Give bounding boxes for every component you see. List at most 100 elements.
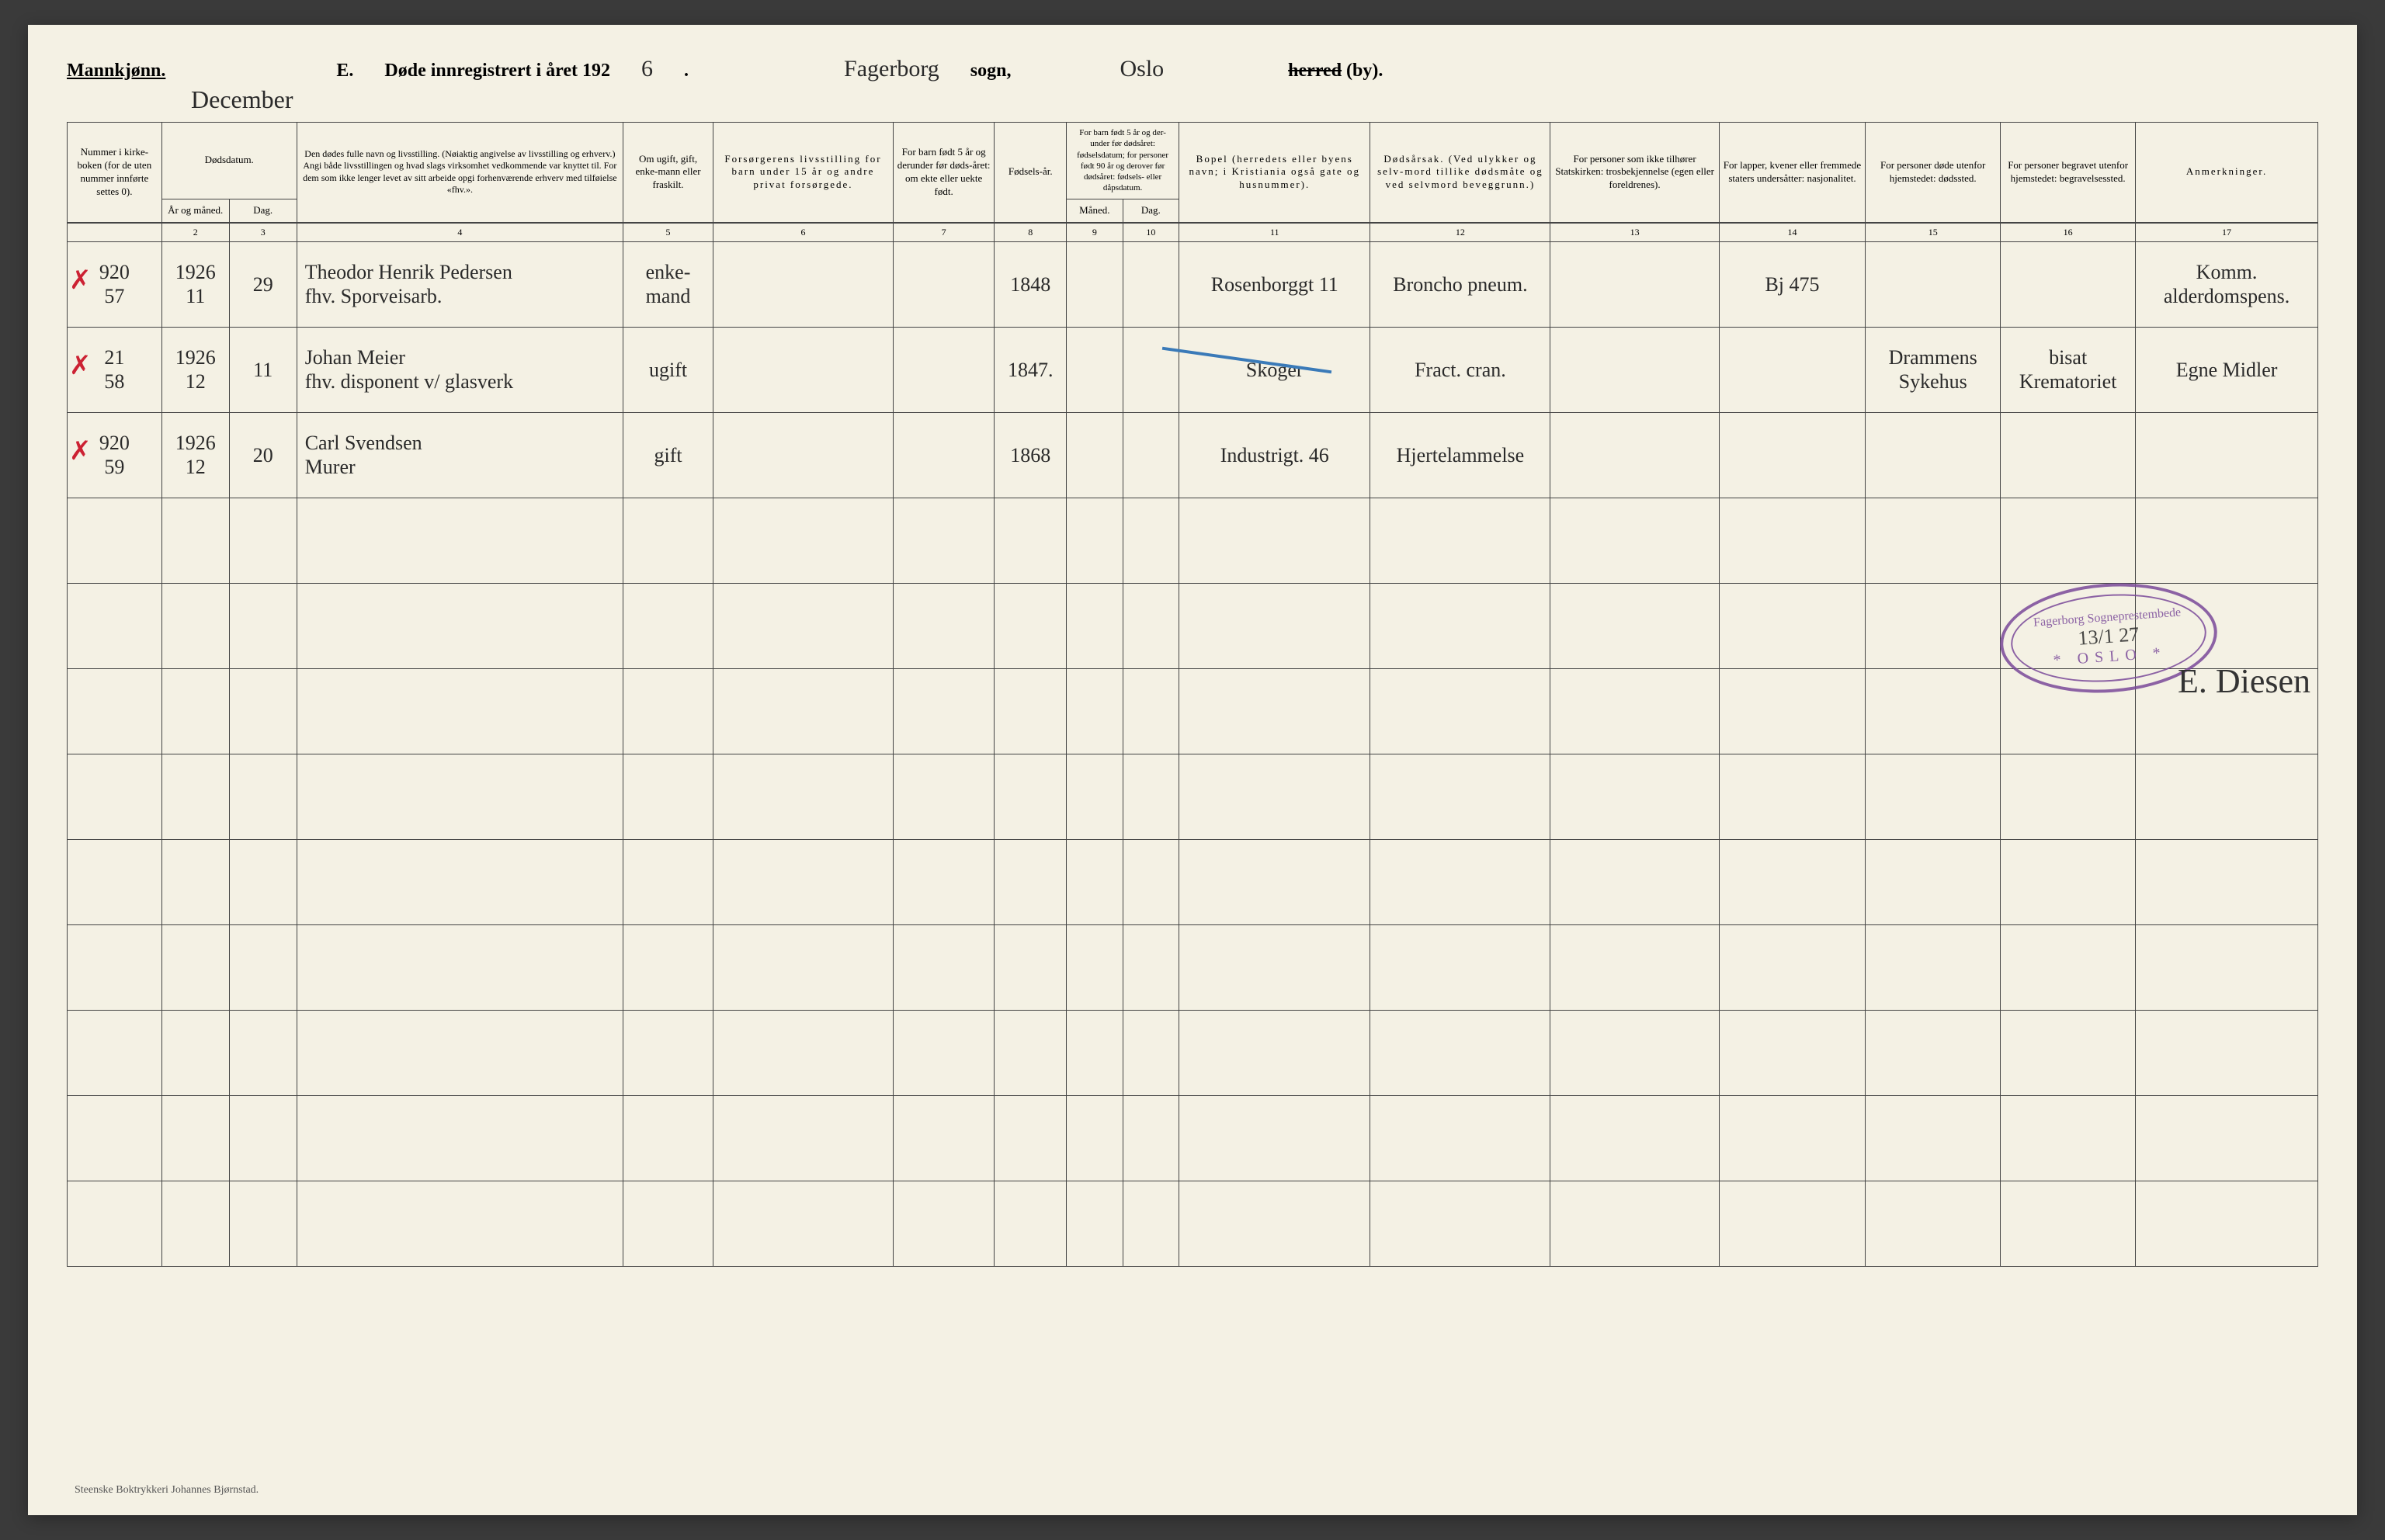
empty-cell — [297, 498, 623, 583]
printer-footer: Steenske Boktrykkeri Johannes Bjørnstad. — [75, 1484, 259, 1497]
empty-cell — [1370, 924, 1550, 1010]
empty-cell — [893, 1010, 994, 1095]
col-header: For personer som ikke tilhører Statskirk… — [1550, 123, 1719, 223]
col-header: Dødsdatum. — [161, 123, 297, 199]
empty-cell — [1370, 668, 1550, 754]
empty-cell — [1719, 583, 1865, 668]
empty-cell — [2001, 668, 2136, 754]
column-number — [68, 223, 162, 242]
empty-cell — [297, 1181, 623, 1266]
empty-cell — [995, 839, 1067, 924]
empty-cell — [995, 1181, 1067, 1266]
empty-cell — [2136, 754, 2318, 839]
cell-cause: Broncho pneum. — [1370, 241, 1550, 327]
empty-cell — [1370, 498, 1550, 583]
empty-cell — [995, 668, 1067, 754]
cell-creed — [1550, 412, 1719, 498]
page-header: Mannkjønn. E. Døde innregistrert i året … — [67, 56, 2318, 88]
empty-cell — [297, 924, 623, 1010]
empty-cell — [623, 839, 713, 924]
empty-cell — [1719, 754, 1865, 839]
cell-provider — [713, 412, 894, 498]
cell-day: 11 — [229, 327, 297, 412]
empty-cell — [1067, 583, 1123, 668]
column-number: 9 — [1067, 223, 1123, 242]
empty-cell — [297, 583, 623, 668]
col-header: Bopel (herredets eller byens navn; i Kri… — [1179, 123, 1370, 223]
empty-cell — [713, 839, 894, 924]
title-prefix: E. — [336, 61, 353, 82]
empty-cell — [1370, 1010, 1550, 1095]
empty-cell — [1123, 924, 1179, 1010]
empty-cell — [68, 498, 162, 583]
empty-cell — [1866, 668, 2001, 754]
empty-cell — [1123, 668, 1179, 754]
cell-birth_year: 1848 — [995, 241, 1067, 327]
empty-cell — [623, 498, 713, 583]
empty-cell — [995, 583, 1067, 668]
month-handwritten: December — [191, 85, 2318, 114]
empty-cell — [1179, 924, 1370, 1010]
empty-cell — [161, 1010, 229, 1095]
empty-cell — [1179, 1181, 1370, 1266]
empty-cell — [1067, 839, 1123, 924]
empty-cell — [893, 498, 994, 583]
empty-cell — [1866, 754, 2001, 839]
empty-cell — [2001, 839, 2136, 924]
cell-year_month: 1926 12 — [161, 412, 229, 498]
district-strike: herred — [1288, 61, 1342, 81]
empty-cell — [229, 1181, 297, 1266]
empty-cell — [1067, 1095, 1123, 1181]
empty-cell — [1866, 583, 2001, 668]
table-row-empty — [68, 754, 2318, 839]
empty-cell — [2136, 668, 2318, 754]
empty-cell — [161, 839, 229, 924]
empty-cell — [1719, 839, 1865, 924]
empty-cell — [2001, 1010, 2136, 1095]
empty-cell — [1123, 1095, 1179, 1181]
cell-margin: ✗920 59 — [68, 412, 162, 498]
empty-cell — [161, 754, 229, 839]
empty-cell — [1550, 754, 1719, 839]
empty-cell — [229, 583, 297, 668]
empty-cell — [229, 498, 297, 583]
empty-cell — [229, 754, 297, 839]
empty-cell — [713, 668, 894, 754]
empty-cell — [2136, 1181, 2318, 1266]
cell-nationality — [1719, 327, 1865, 412]
empty-cell — [623, 583, 713, 668]
empty-cell — [995, 924, 1067, 1010]
table-body: ✗920 571926 1129Theodor Henrik Pedersen … — [68, 241, 2318, 1266]
empty-cell — [2001, 583, 2136, 668]
empty-cell — [161, 1095, 229, 1181]
empty-cell — [161, 583, 229, 668]
cell-creed — [1550, 327, 1719, 412]
col-header: Forsørgerens livsstilling for barn under… — [713, 123, 894, 223]
empty-cell — [1123, 754, 1179, 839]
cell-burial_place — [2001, 241, 2136, 327]
cell-name: Johan Meier fhv. disponent v/ glasverk — [297, 327, 623, 412]
cell-birth_m — [1067, 412, 1123, 498]
table-row: ✗920 571926 1129Theodor Henrik Pedersen … — [68, 241, 2318, 327]
column-number: 17 — [2136, 223, 2318, 242]
col-header: Den dødes fulle navn og livsstilling. (N… — [297, 123, 623, 223]
empty-cell — [1550, 839, 1719, 924]
empty-cell — [893, 754, 994, 839]
empty-cell — [68, 924, 162, 1010]
empty-cell — [893, 924, 994, 1010]
empty-cell — [297, 839, 623, 924]
empty-cell — [2136, 839, 2318, 924]
empty-cell — [995, 1010, 1067, 1095]
column-number-row: 234567891011121314151617 — [68, 223, 2318, 242]
cell-nationality — [1719, 412, 1865, 498]
empty-cell — [1123, 583, 1179, 668]
empty-cell — [68, 1010, 162, 1095]
empty-cell — [1719, 1181, 1865, 1266]
empty-cell — [1179, 839, 1370, 924]
empty-cell — [2001, 924, 2136, 1010]
empty-cell — [623, 668, 713, 754]
empty-cell — [1370, 1181, 1550, 1266]
cell-status: ugift — [623, 327, 713, 412]
cell-cause: Fract. cran. — [1370, 327, 1550, 412]
ledger-page: Mannkjønn. E. Døde innregistrert i året … — [28, 25, 2357, 1515]
